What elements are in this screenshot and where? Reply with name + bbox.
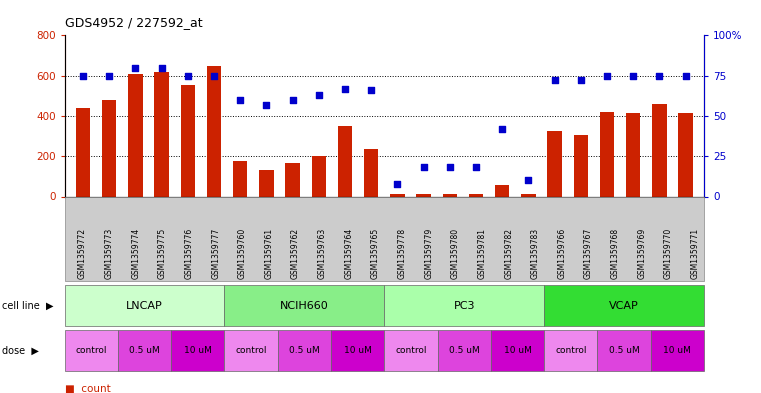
Text: GSM1359766: GSM1359766 [557, 228, 566, 279]
Point [129, 64, 142, 71]
Bar [652, 104, 667, 196]
Text: GSM1359760: GSM1359760 [238, 228, 247, 279]
Bar [495, 185, 509, 196]
Text: VCAP: VCAP [609, 301, 639, 310]
Text: dose  ▶: dose ▶ [2, 346, 38, 356]
Point [208, 72, 220, 79]
Text: 0.5 uM: 0.5 uM [449, 346, 479, 355]
Point [470, 164, 482, 171]
Point [601, 72, 613, 79]
Text: GSM1359763: GSM1359763 [318, 228, 326, 279]
Bar [390, 195, 405, 196]
Point [418, 164, 430, 171]
Text: GSM1359776: GSM1359776 [185, 228, 193, 279]
Point [575, 77, 587, 84]
Point [339, 85, 351, 92]
Bar [416, 195, 431, 196]
Bar [521, 195, 536, 196]
Bar [469, 195, 483, 196]
Bar [443, 195, 457, 196]
Text: control: control [555, 346, 587, 355]
Text: control: control [235, 346, 267, 355]
Point [260, 101, 272, 108]
Bar [311, 156, 326, 196]
Point [549, 77, 561, 84]
Text: ■  count: ■ count [65, 384, 110, 393]
Bar [102, 100, 116, 196]
Text: GDS4952 / 227592_at: GDS4952 / 227592_at [65, 17, 202, 29]
Point [680, 72, 692, 79]
Point [287, 97, 299, 103]
Bar [338, 126, 352, 196]
Text: 10 uM: 10 uM [504, 346, 531, 355]
Text: GSM1359774: GSM1359774 [132, 228, 140, 279]
Text: GSM1359780: GSM1359780 [451, 228, 460, 279]
Bar [547, 131, 562, 196]
Bar [260, 170, 274, 196]
Text: GSM1359761: GSM1359761 [265, 228, 273, 279]
Bar [626, 113, 641, 196]
Point [627, 72, 639, 79]
Text: LNCAP: LNCAP [126, 301, 163, 310]
Point [365, 87, 377, 93]
Point [234, 97, 247, 103]
Bar [600, 112, 614, 196]
Bar [233, 161, 247, 196]
Point [77, 72, 89, 79]
Text: PC3: PC3 [454, 301, 475, 310]
Text: 0.5 uM: 0.5 uM [129, 346, 160, 355]
Text: GSM1359779: GSM1359779 [425, 228, 433, 279]
Bar [285, 163, 300, 196]
Text: GSM1359781: GSM1359781 [478, 228, 486, 279]
Text: GSM1359773: GSM1359773 [105, 228, 113, 279]
Bar [207, 66, 221, 196]
Text: 0.5 uM: 0.5 uM [609, 346, 639, 355]
Text: GSM1359767: GSM1359767 [584, 228, 593, 279]
Bar [128, 73, 142, 196]
Text: GSM1359762: GSM1359762 [291, 228, 300, 279]
Text: GSM1359765: GSM1359765 [371, 228, 380, 279]
Point [103, 72, 116, 79]
Text: 10 uM: 10 uM [664, 346, 691, 355]
Point [155, 64, 167, 71]
Text: GSM1359769: GSM1359769 [638, 228, 646, 279]
Bar [678, 113, 693, 196]
Text: GSM1359778: GSM1359778 [398, 228, 406, 279]
Text: GSM1359770: GSM1359770 [664, 228, 673, 279]
Text: 0.5 uM: 0.5 uM [289, 346, 320, 355]
Text: GSM1359783: GSM1359783 [531, 228, 540, 279]
Text: GSM1359777: GSM1359777 [212, 228, 220, 279]
Text: NCIH660: NCIH660 [280, 301, 329, 310]
Point [391, 180, 403, 187]
Text: 10 uM: 10 uM [344, 346, 371, 355]
Point [444, 164, 456, 171]
Bar [154, 72, 169, 196]
Text: GSM1359764: GSM1359764 [345, 228, 353, 279]
Text: GSM1359775: GSM1359775 [158, 228, 167, 279]
Point [522, 177, 534, 184]
Bar [76, 108, 91, 196]
Text: GSM1359782: GSM1359782 [504, 228, 513, 279]
Text: GSM1359768: GSM1359768 [610, 228, 619, 279]
Point [313, 92, 325, 98]
Point [653, 72, 665, 79]
Point [182, 72, 194, 79]
Text: control: control [395, 346, 427, 355]
Bar [180, 85, 195, 196]
Bar [364, 149, 378, 196]
Point [496, 126, 508, 132]
Text: 10 uM: 10 uM [184, 346, 212, 355]
Text: cell line  ▶: cell line ▶ [2, 301, 53, 310]
Text: GSM1359771: GSM1359771 [691, 228, 699, 279]
Text: control: control [75, 346, 107, 355]
Text: GSM1359772: GSM1359772 [78, 228, 87, 279]
Bar [574, 135, 588, 196]
